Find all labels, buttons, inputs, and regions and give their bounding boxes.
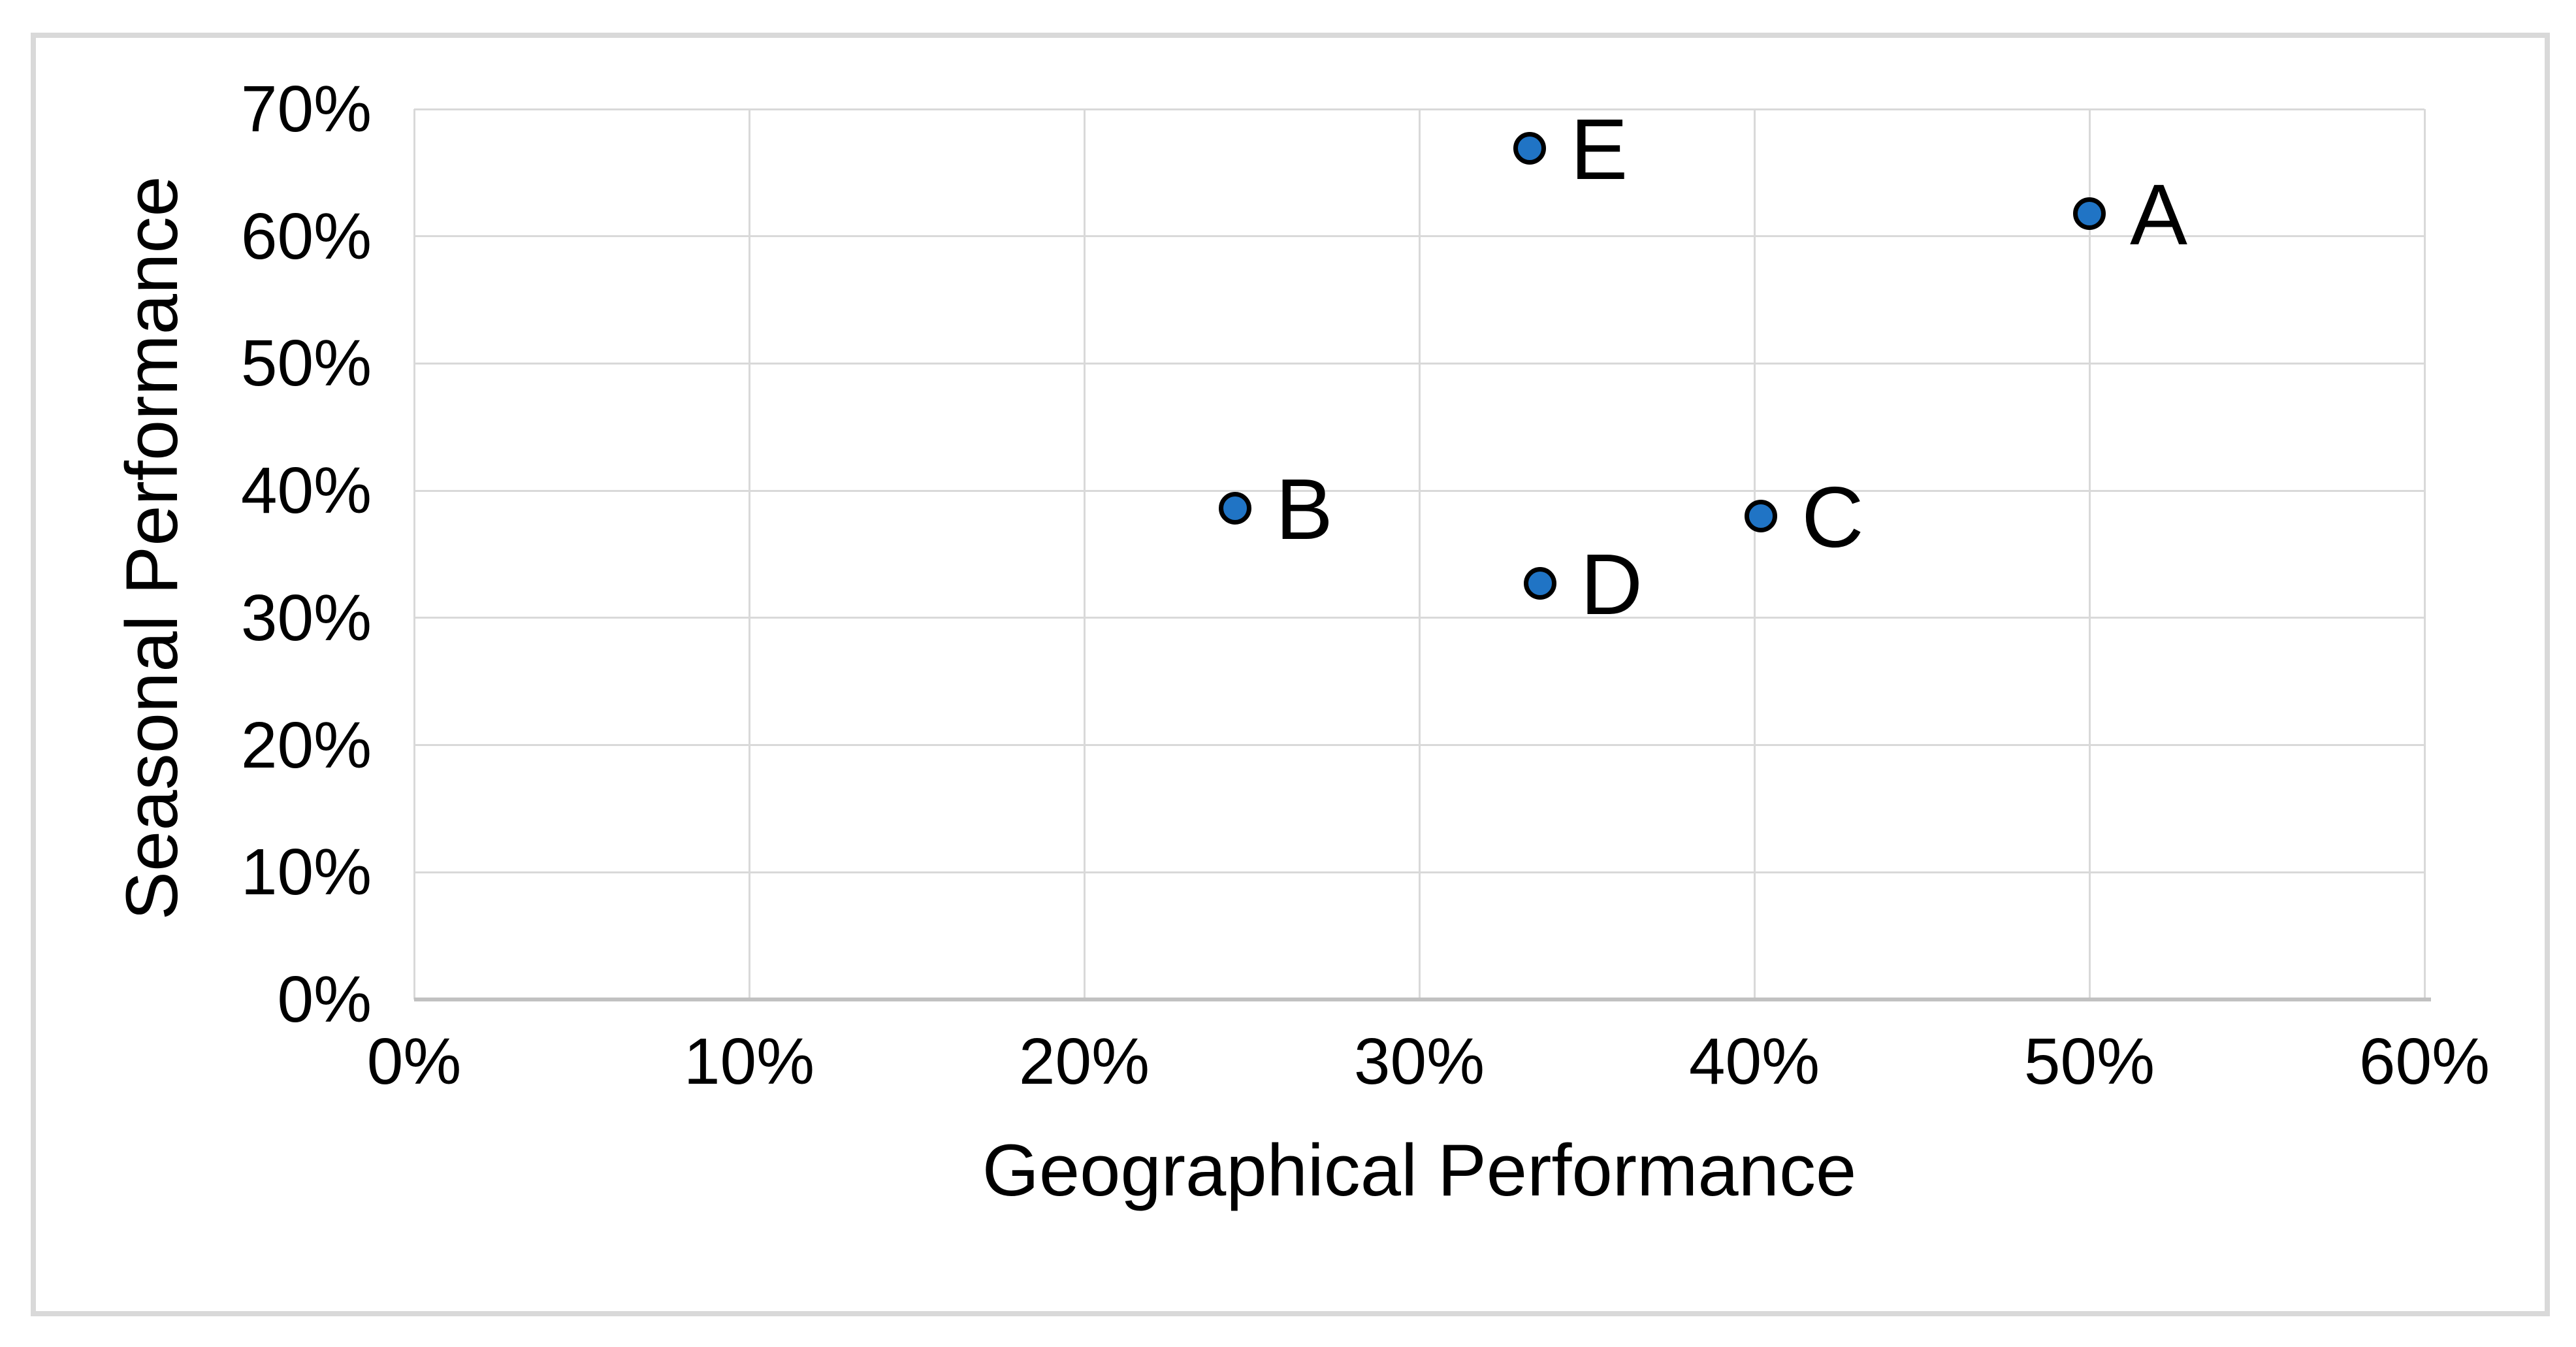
x-axis-title: Geographical Performance <box>982 1129 1857 1211</box>
data-point-A[interactable] <box>2073 197 2106 230</box>
x-tick-label: 20% <box>1018 1025 1150 1098</box>
x-tick-label: 10% <box>683 1025 815 1098</box>
data-point-C[interactable] <box>1745 500 1778 533</box>
data-point-label-A: A <box>2130 166 2188 263</box>
data-point-label-C: C <box>1801 469 1864 566</box>
x-tick-label: 60% <box>2359 1025 2490 1098</box>
data-point-B[interactable] <box>1218 492 1251 525</box>
vertical-gridline <box>413 109 415 999</box>
vertical-gridline <box>1083 109 1086 999</box>
y-tick-label: 0% <box>277 963 372 1036</box>
x-tick-label: 40% <box>1688 1025 1820 1098</box>
x-axis-line <box>414 998 2431 1001</box>
y-tick-label: 50% <box>240 327 372 400</box>
data-point-E[interactable] <box>1513 132 1547 165</box>
chart-area-frame: A B C D E 0% 10% 20% 30% 40% 50% 60% 0% 10% 20% 30% 40… <box>31 33 2550 1316</box>
horizontal-gridline <box>414 871 2424 873</box>
vertical-gridline <box>2088 109 2091 999</box>
x-tick-label: 0% <box>366 1025 462 1098</box>
y-tick-label: 60% <box>240 199 372 273</box>
x-tick-label: 50% <box>2023 1025 2155 1098</box>
data-point-label-B: B <box>1275 461 1333 558</box>
horizontal-gridline <box>414 235 2424 238</box>
horizontal-gridline <box>414 108 2424 110</box>
horizontal-gridline <box>414 617 2424 619</box>
data-point-D[interactable] <box>1523 567 1556 600</box>
y-tick-label: 30% <box>240 581 372 655</box>
data-point-label-D: D <box>1580 536 1643 633</box>
x-tick-label: 30% <box>1353 1025 1485 1098</box>
vertical-gridline <box>1418 109 1421 999</box>
plot-area: A B C D E <box>413 101 2431 1001</box>
data-point-label-E: E <box>1570 101 1628 198</box>
vertical-gridline <box>1753 109 1756 999</box>
y-tick-label: 70% <box>240 73 372 146</box>
y-axis-title: Seasonal Performance <box>111 175 193 920</box>
vertical-gridline <box>748 109 750 999</box>
vertical-gridline <box>2423 109 2426 999</box>
y-tick-label: 10% <box>240 836 372 909</box>
horizontal-gridline <box>414 489 2424 492</box>
horizontal-gridline <box>414 362 2424 365</box>
y-tick-label: 20% <box>240 708 372 782</box>
y-tick-label: 40% <box>240 454 372 528</box>
horizontal-gridline <box>414 744 2424 747</box>
